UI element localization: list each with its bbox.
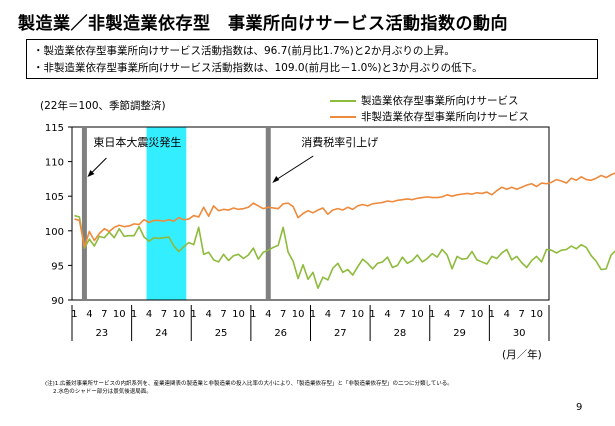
x-axis-unit-label: (月／年) xyxy=(502,349,542,361)
legend-item-manufacturing: 製造業依存型事業所向けサービス xyxy=(330,93,529,109)
x-month-tick-label: 10 xyxy=(292,309,305,320)
x-month-tick-label: 1 xyxy=(369,309,375,320)
event-bar-1 xyxy=(81,127,87,300)
x-month-tick-label: 1 xyxy=(71,309,77,320)
x-month-tick-label: 4 xyxy=(325,309,331,320)
x-month-tick-label: 7 xyxy=(280,309,286,320)
x-year-label: 27 xyxy=(334,328,347,339)
x-month-tick-label: 7 xyxy=(101,309,107,320)
x-month-tick-label: 10 xyxy=(172,309,185,320)
chart-unit-label: (22年＝100、季節調整済) xyxy=(40,100,166,112)
x-month-tick-label: 4 xyxy=(265,309,271,320)
summary-line-non-manufacturing: ・非製造業依存型事業所向けサービス活動指数は、109.0(前月比－1.0%)と3… xyxy=(33,62,483,74)
y-tick-label-110: 110 xyxy=(45,158,64,169)
x-year-label: 29 xyxy=(453,328,466,339)
x-month-tick-label: 4 xyxy=(444,309,450,320)
annotation-tax-hike: 消費税率引上げ xyxy=(301,135,378,149)
x-month-tick-label: 1 xyxy=(131,309,137,320)
x-month-tick-label: 10 xyxy=(351,309,364,320)
y-tick-label-90: 90 xyxy=(51,296,64,307)
y-tick-label-95: 95 xyxy=(51,261,64,272)
annotation-earthquake: 東日本大震災発生 xyxy=(93,135,181,149)
series-line-2 xyxy=(74,172,615,248)
event-bar-2 xyxy=(265,127,271,300)
x-month-tick-label: 1 xyxy=(250,309,256,320)
x-year-label: 28 xyxy=(394,328,407,339)
page-number: 9 xyxy=(576,402,583,413)
x-month-tick-label: 7 xyxy=(518,309,524,320)
legend-label-non-manufacturing: 非製造業依存型事業所向けサービス xyxy=(361,111,529,123)
recession-shade xyxy=(146,127,187,300)
x-year-label: 30 xyxy=(513,328,526,339)
page-title: 製造業／非製造業依存型 事業所向けサービス活動指数の動向 xyxy=(18,14,508,34)
x-month-tick-label: 4 xyxy=(504,309,510,320)
x-month-tick-label: 10 xyxy=(471,309,484,320)
annotation-arrow-tax-hike xyxy=(273,155,314,182)
x-month-tick-label: 7 xyxy=(220,309,226,320)
summary-box: ・製造業依存型事業所向けサービス活動指数は、96.7(前月比1.7%)と2か月ぶ… xyxy=(26,39,598,79)
x-month-tick-label: 7 xyxy=(399,309,405,320)
x-year-label: 25 xyxy=(215,328,228,339)
x-month-tick-label: 10 xyxy=(411,309,424,320)
x-month-tick-label: 10 xyxy=(232,309,245,320)
x-month-tick-label: 10 xyxy=(530,309,543,320)
legend-item-non-manufacturing: 非製造業依存型事業所向けサービス xyxy=(330,109,529,125)
x-month-tick-label: 1 xyxy=(429,309,435,320)
footnote: (注)1.広義対事業所サービスの内訳系列を、産業連関表の製造業と非製造業の投入比… xyxy=(45,380,453,396)
y-tick-label-100: 100 xyxy=(45,227,64,238)
x-month-tick-label: 7 xyxy=(340,309,346,320)
x-month-tick-label: 4 xyxy=(86,309,92,320)
footnote-line-1: (注)1.広義対事業所サービスの内訳系列を、産業連関表の製造業と非製造業の投入比… xyxy=(45,381,453,387)
x-year-label: 23 xyxy=(95,328,108,339)
x-month-tick-label: 4 xyxy=(205,309,211,320)
x-month-tick-label: 1 xyxy=(191,309,197,320)
x-month-tick-label: 4 xyxy=(146,309,152,320)
x-month-tick-label: 1 xyxy=(310,309,316,320)
y-tick-label-115: 115 xyxy=(45,123,64,134)
x-month-tick-label: 7 xyxy=(459,309,465,320)
legend-swatch-manufacturing xyxy=(330,100,356,102)
plot-frame xyxy=(71,126,550,301)
y-tick-label-105: 105 xyxy=(45,192,64,203)
footnote-line-2: 2.水色のシャドー部分は景気後退局面。 xyxy=(53,389,152,395)
legend-swatch-non-manufacturing xyxy=(330,116,356,118)
chart-legend: 製造業依存型事業所向けサービス 非製造業依存型事業所向けサービス xyxy=(330,93,529,125)
summary-line-manufacturing: ・製造業依存型事業所向けサービス活動指数は、96.7(前月比1.7%)と2か月ぶ… xyxy=(33,45,455,57)
legend-label-manufacturing: 製造業依存型事業所向けサービス xyxy=(361,95,519,107)
x-month-tick-label: 1 xyxy=(489,309,495,320)
x-year-label: 24 xyxy=(155,328,168,339)
series-line-1 xyxy=(74,214,615,290)
x-year-label: 26 xyxy=(274,328,287,339)
x-month-tick-label: 7 xyxy=(161,309,167,320)
x-month-tick-label: 4 xyxy=(384,309,390,320)
annotation-arrowhead-tax-hike xyxy=(272,176,280,183)
x-month-tick-label: 10 xyxy=(113,309,126,320)
annotation-arrowhead-earthquake xyxy=(87,170,95,177)
